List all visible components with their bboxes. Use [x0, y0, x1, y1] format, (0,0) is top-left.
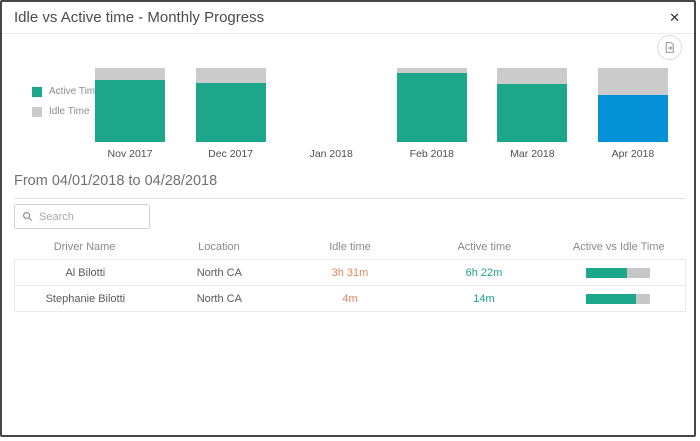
search-input[interactable] [39, 210, 142, 223]
legend-label: Idle Time [49, 106, 90, 117]
driver-name-cell: Al Bilotti [65, 266, 106, 279]
active-time-cell: 6h 22m [465, 266, 503, 279]
export-report-button[interactable] [657, 35, 682, 60]
column-header-active-vs-idle[interactable]: Active vs Idle Time [572, 241, 665, 253]
dialog-header: Idle vs Active time - Monthly Progress ✕ [2, 2, 694, 34]
idle-segment [497, 68, 568, 84]
close-icon[interactable]: ✕ [669, 10, 680, 25]
table-row[interactable]: Al Bilotti North CA 3h 31m 6h 22m [14, 259, 686, 286]
active-segment [95, 79, 165, 142]
active-segment [497, 83, 568, 142]
export-report-icon [663, 41, 676, 54]
dialog-title: Idle vs Active time - Monthly Progress [14, 9, 265, 26]
chart-bar [95, 68, 165, 142]
monthly-bars-chart: Nov 2017 Dec 2017 Jan 2018 Feb 2018 [95, 68, 668, 160]
driver-name-cell: Stephanie Bilotti [45, 292, 126, 305]
bar-slot-dec-2017[interactable]: Dec 2017 [195, 68, 266, 160]
idle-time-cell: 4m [342, 292, 358, 305]
idle-segment [195, 68, 266, 83]
location-cell: North CA [196, 292, 242, 305]
bar-slot-nov-2017[interactable]: Nov 2017 [95, 68, 165, 160]
active-time-swatch [32, 86, 42, 97]
period-heading: From 04/01/2018 to 04/28/2018 [14, 173, 686, 199]
bar-slot-apr-2018[interactable]: Apr 2018 [597, 68, 668, 160]
idle-segment [597, 68, 668, 95]
chart-bar [195, 68, 266, 142]
active-segment [195, 82, 266, 142]
idle-segment [396, 68, 467, 74]
drivers-table: Driver Name Location Idle time Active ti… [14, 235, 686, 312]
bar-slot-feb-2018[interactable]: Feb 2018 [396, 68, 467, 160]
chart-bar [597, 68, 668, 142]
location-cell: North CA [196, 266, 242, 279]
active-vs-idle-cell [551, 267, 685, 278]
bar-label: Apr 2018 [611, 148, 655, 160]
bar-label: Mar 2018 [510, 148, 555, 160]
bar-label: Feb 2018 [409, 148, 454, 160]
column-header-active-time[interactable]: Active time [457, 241, 512, 253]
idle-time-cell: 3h 31m [331, 266, 369, 279]
progress-fill [585, 267, 627, 278]
search-icon [22, 211, 33, 222]
bar-slot-mar-2018[interactable]: Mar 2018 [497, 68, 568, 160]
legend-item-active[interactable]: Active Time [32, 86, 101, 97]
bar-label: Dec 2017 [208, 148, 254, 160]
bar-label: Jan 2018 [309, 148, 353, 160]
search-box [14, 204, 150, 229]
progress-track [585, 267, 650, 278]
bar-label: Nov 2017 [107, 148, 153, 160]
table-header-row: Driver Name Location Idle time Active ti… [14, 235, 686, 259]
chart-legend: Active Time Idle Time [32, 86, 101, 126]
idle-segment [95, 68, 165, 80]
active-time-cell: 14m [473, 292, 495, 305]
idle-time-swatch [32, 106, 42, 117]
active-segment [597, 94, 668, 142]
column-header-driver-name[interactable]: Driver Name [53, 241, 116, 253]
table-row[interactable]: Stephanie Bilotti North CA 4m 14m [14, 285, 686, 312]
legend-item-idle[interactable]: Idle Time [32, 106, 101, 117]
chart-bar [497, 68, 568, 142]
progress-fill [585, 293, 636, 304]
active-vs-idle-cell [551, 293, 685, 304]
legend-label: Active Time [49, 86, 101, 97]
column-header-idle-time[interactable]: Idle time [329, 241, 371, 253]
bar-slot-jan-2018[interactable]: Jan 2018 [296, 68, 366, 160]
progress-track [585, 293, 650, 304]
active-segment [396, 73, 467, 142]
chart-bar [396, 68, 467, 142]
column-header-location[interactable]: Location [198, 241, 240, 253]
